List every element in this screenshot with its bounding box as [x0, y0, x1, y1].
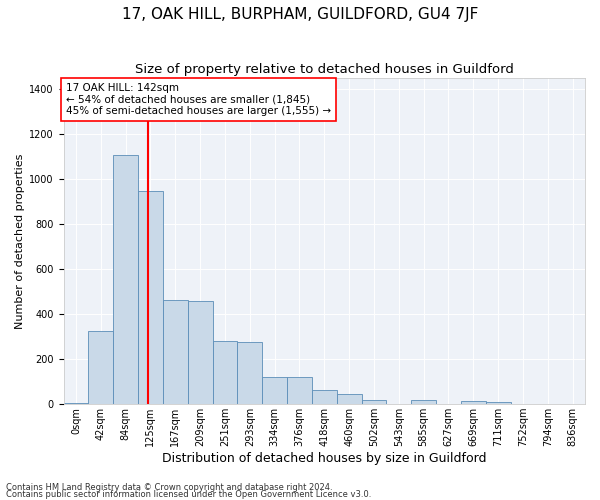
Text: 17 OAK HILL: 142sqm
← 54% of detached houses are smaller (1,845)
45% of semi-det: 17 OAK HILL: 142sqm ← 54% of detached ho… — [66, 83, 331, 116]
X-axis label: Distribution of detached houses by size in Guildford: Distribution of detached houses by size … — [162, 452, 487, 465]
Text: 17, OAK HILL, BURPHAM, GUILDFORD, GU4 7JF: 17, OAK HILL, BURPHAM, GUILDFORD, GU4 7J… — [122, 8, 478, 22]
Bar — [238, 342, 262, 404]
Title: Size of property relative to detached houses in Guildford: Size of property relative to detached ho… — [135, 62, 514, 76]
Bar — [138, 190, 163, 404]
Bar — [188, 300, 212, 404]
Bar — [461, 401, 485, 404]
Bar — [485, 402, 511, 404]
Bar — [88, 331, 113, 404]
Bar — [212, 341, 238, 404]
Bar — [163, 300, 188, 404]
Bar — [312, 390, 337, 404]
Bar — [287, 377, 312, 404]
Bar — [64, 403, 88, 404]
Bar — [337, 394, 362, 404]
Bar — [411, 400, 436, 404]
Bar — [262, 377, 287, 404]
Y-axis label: Number of detached properties: Number of detached properties — [15, 154, 25, 329]
Bar — [362, 400, 386, 404]
Text: Contains HM Land Registry data © Crown copyright and database right 2024.: Contains HM Land Registry data © Crown c… — [6, 484, 332, 492]
Bar — [113, 154, 138, 404]
Text: Contains public sector information licensed under the Open Government Licence v3: Contains public sector information licen… — [6, 490, 371, 499]
